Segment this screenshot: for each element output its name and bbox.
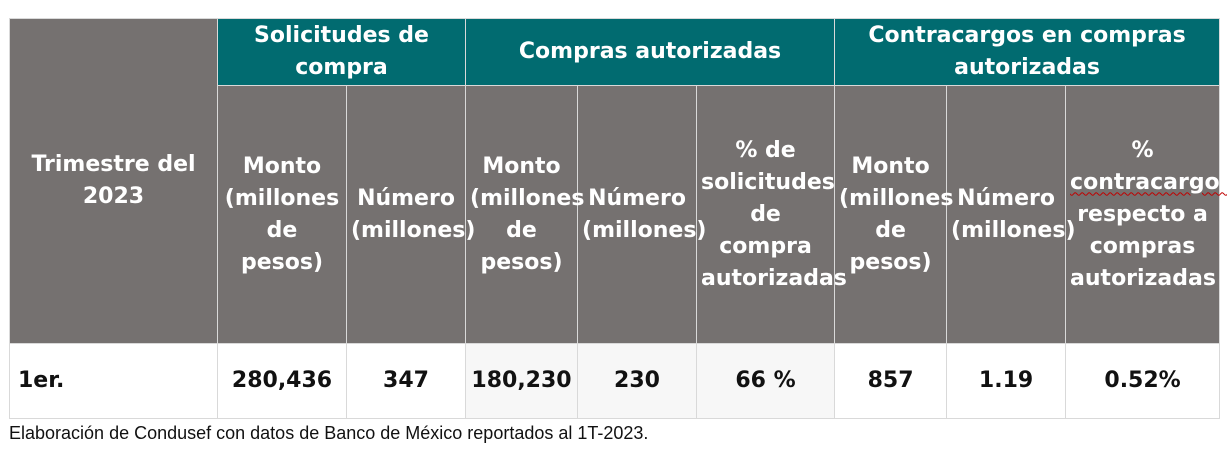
cell-sol-numero: 347 <box>345 343 467 419</box>
sub-header-row: Monto (millones de pesos) Número (millon… <box>10 85 1227 344</box>
subheader-aut-monto: Monto (millones de pesos) <box>465 85 584 344</box>
subheader-con-monto: Monto (millones de pesos) <box>834 85 953 344</box>
subheader-con-pct-word: contracargos <box>1070 169 1227 195</box>
source-note: Elaboración de Condusef con datos de Ban… <box>9 423 649 443</box>
stub-header: Trimestre del 2023 <box>9 18 218 344</box>
subheader-con-pct-suffix: respecto a compras autorizadas <box>1070 201 1216 291</box>
cell-con-numero: 1.19 <box>946 343 1067 419</box>
subheader-sol-numero: Número (millones) <box>345 85 475 344</box>
subheader-con-pct: % contracargos respecto a compras autoriz… <box>1065 85 1227 344</box>
cell-aut-monto: 180,230 <box>465 343 579 419</box>
group-header-contracargos: Contracargos en compras autorizadas <box>834 18 1221 86</box>
cell-sol-monto: 280,436 <box>217 343 347 419</box>
row-label: 1er. <box>9 343 218 419</box>
cell-con-pct: 0.52% <box>1065 343 1221 419</box>
subheader-aut-numero: Número (millones) <box>577 85 706 344</box>
subheader-con-pct-prefix: % <box>1131 137 1154 163</box>
subheader-aut-pct: % de solicitudes de compra autorizadas <box>696 85 847 344</box>
cell-con-monto: 857 <box>834 343 948 419</box>
cell-aut-numero: 230 <box>577 343 698 419</box>
group-header-compras-autorizadas: Compras autorizadas <box>465 18 836 86</box>
subheader-con-numero: Número (millones) <box>946 85 1076 344</box>
cell-aut-pct: 66 % <box>696 343 836 419</box>
group-header-solicitudes: Solicitudes de compra <box>216 18 467 86</box>
group-header-row: Trimestre del 2023 Solicitudes de compra… <box>9 18 1221 344</box>
table-row: 1er. 280,436 347 180,230 230 66 % 857 1.… <box>9 343 1221 419</box>
subheader-sol-monto: Monto (millones de pesos) <box>217 85 347 344</box>
data-table: Trimestre del 2023 Solicitudes de compra… <box>9 18 1227 419</box>
